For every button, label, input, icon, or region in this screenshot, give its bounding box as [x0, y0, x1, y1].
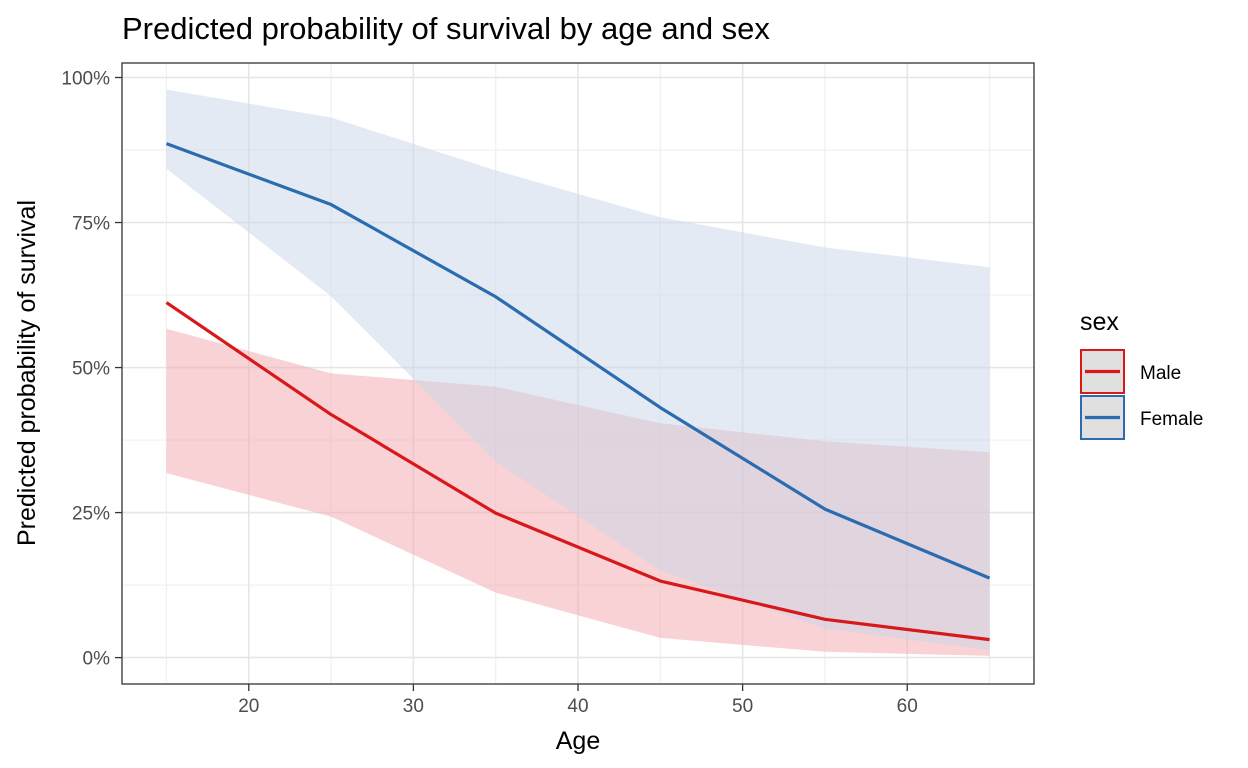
- y-tick-label: 100%: [61, 69, 110, 90]
- x-tick-label: 30: [403, 696, 424, 717]
- legend: sex Male Female: [1080, 308, 1203, 440]
- y-tick-label: 25%: [72, 504, 110, 525]
- legend-title: sex: [1080, 308, 1119, 336]
- legend-label-female: Female: [1140, 409, 1203, 430]
- line-female: [165, 142, 991, 580]
- series-lines: [165, 142, 991, 642]
- x-axis-title: Age: [556, 727, 600, 755]
- plot-panel: [121, 62, 1035, 685]
- chart-title: Predicted probability of survival by age…: [122, 11, 770, 46]
- x-tick-label: 50: [732, 696, 753, 717]
- x-tick-label: 20: [238, 696, 259, 717]
- y-tick-label: 75%: [72, 214, 110, 235]
- y-tick-label: 0%: [83, 649, 111, 670]
- y-axis-title: Predicted probability of survival: [13, 200, 41, 546]
- x-axis-ticks: 20 30 40 50 60: [238, 684, 918, 717]
- line-male: [165, 301, 990, 642]
- confidence-ribbons: [166, 89, 990, 656]
- x-tick-label: 40: [567, 696, 588, 717]
- y-axis-ticks: 0% 25% 50% 75% 100%: [61, 69, 122, 670]
- x-tick-label: 60: [897, 696, 918, 717]
- legend-label-male: Male: [1140, 363, 1181, 384]
- y-tick-label: 50%: [72, 359, 110, 380]
- ribbon-female: [166, 89, 990, 651]
